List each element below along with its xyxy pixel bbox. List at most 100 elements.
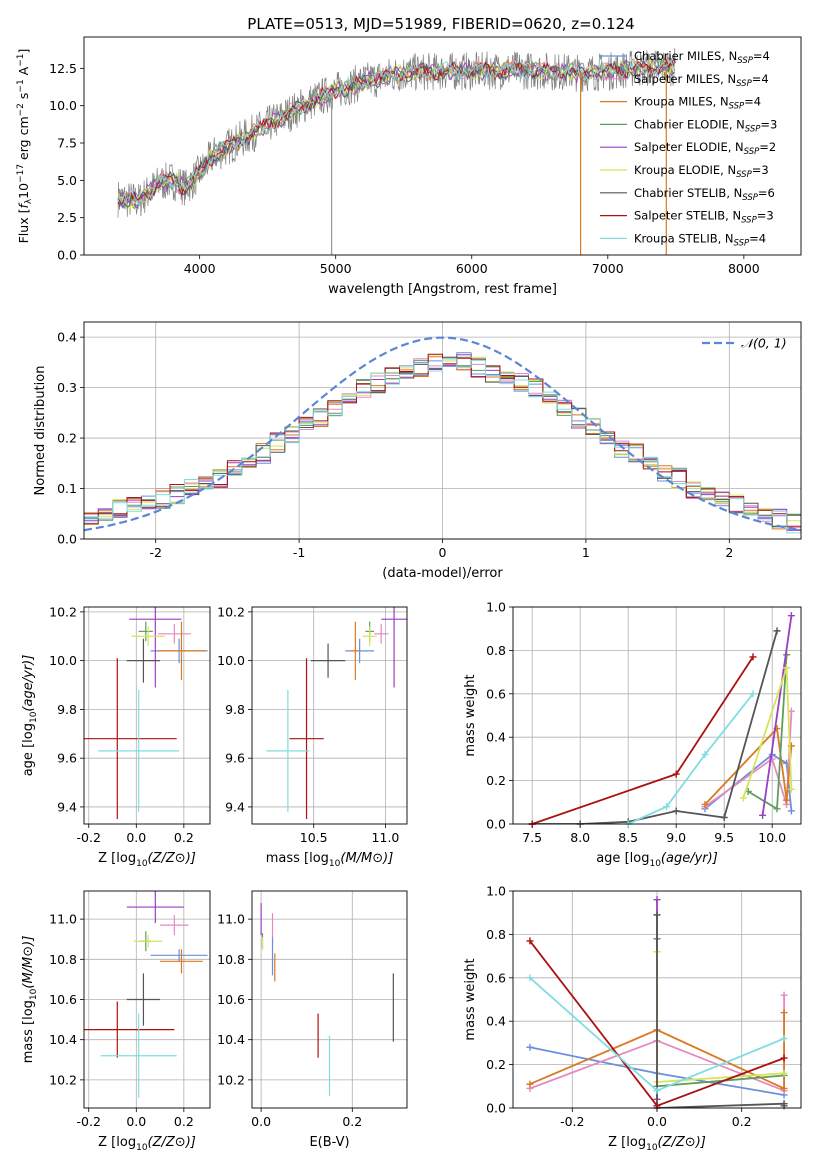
y-tick-label: 9.4 bbox=[57, 799, 77, 814]
x-tick-label: 9.5 bbox=[714, 830, 734, 845]
x-tick-label: 10.0 bbox=[758, 830, 786, 845]
y-tick-label: 10.0 bbox=[49, 98, 77, 113]
x-tick-label: 0.2 bbox=[732, 1114, 752, 1129]
y-axis-label: mass weight bbox=[463, 958, 478, 1040]
axes-frame bbox=[251, 890, 408, 1109]
y-label-part: −17 bbox=[16, 164, 26, 183]
legend-subscript: SSP bbox=[736, 79, 752, 89]
y-tick-label: 2.5 bbox=[57, 210, 77, 225]
y-label-part: ] bbox=[16, 49, 31, 54]
y-tick-label: 12.5 bbox=[49, 61, 77, 76]
y-tick-label: 10.6 bbox=[217, 992, 245, 1007]
panel-spectrum: 4000 5000 6000 7000 8000 0.0 2.5 5.0 7.5 10.0 12.5… bbox=[16, 36, 802, 297]
y-tick-label: 9.8 bbox=[225, 702, 245, 717]
series-chabrier-elodie-marker bbox=[773, 805, 781, 813]
series-salpeter-elodie-marker bbox=[653, 896, 661, 904]
y-label-part: A bbox=[16, 66, 31, 79]
series-kroupa-miles-marker bbox=[701, 800, 709, 808]
legend-count: =4 bbox=[744, 95, 761, 109]
legend-model: Kroupa ELODIE, N bbox=[634, 163, 736, 177]
legend-entry: Kroupa MILES, NSSP=4 bbox=[634, 95, 761, 112]
legend-model: Chabrier MILES, N bbox=[634, 49, 737, 63]
legend-count: =3 bbox=[757, 209, 774, 223]
y-tick-label: 10.8 bbox=[49, 952, 77, 967]
x-tick-label: -0.2 bbox=[77, 830, 101, 845]
x-tick-label: 0.2 bbox=[342, 1114, 362, 1129]
x-tick-label: 0.0 bbox=[126, 1114, 146, 1129]
legend-subscript: SSP bbox=[736, 170, 752, 180]
legend-model: Kroupa STELIB, N bbox=[634, 231, 734, 245]
x-tick-label: 4000 bbox=[184, 261, 216, 276]
series-kroupa-elodie-marker bbox=[780, 1069, 788, 1077]
y-tick-label: 5.0 bbox=[57, 173, 77, 188]
y-tick-label: 1.0 bbox=[486, 884, 506, 899]
y-tick-label: 10.4 bbox=[217, 1032, 245, 1047]
y-tick-label: 9.6 bbox=[57, 751, 77, 766]
y-tick-label: 0.4 bbox=[57, 330, 77, 345]
legend-count: =4 bbox=[749, 231, 766, 245]
series-kroupa-miles-marker bbox=[783, 796, 791, 804]
y-axis-label-sub: 10 bbox=[29, 711, 39, 723]
x-tick-label: 0 bbox=[439, 545, 447, 560]
y-tick-label: 9.4 bbox=[225, 799, 245, 814]
y-tick-label: 0.0 bbox=[57, 532, 77, 547]
x-tick-label: 2 bbox=[725, 545, 733, 560]
x-tick-label: 1 bbox=[582, 545, 590, 560]
panel-mass_vs_Z: -0.2 0.0 0.210.210.410.610.811.0Z [log10(Z… bbox=[21, 890, 211, 1153]
x-axis-label-text: Z [ bbox=[98, 851, 116, 866]
axes-frame bbox=[83, 321, 802, 540]
legend-count: =4 bbox=[753, 49, 770, 63]
series-kroupa-stelib-marker bbox=[653, 1087, 661, 1095]
legend-entry: Chabrier ELODIE, NSSP=3 bbox=[634, 117, 777, 134]
x-tick-label: 7000 bbox=[592, 261, 624, 276]
y-label-part: −2 bbox=[16, 103, 26, 116]
y-tick-label: 9.6 bbox=[225, 751, 245, 766]
y-tick-label: 0.0 bbox=[486, 817, 506, 832]
x-axis-label: Z [log10(Z/Z⊙)] bbox=[98, 851, 196, 869]
series-salpeter-elodie-marker bbox=[787, 612, 795, 620]
series-chabrier-stelib-marker bbox=[653, 911, 661, 919]
y-tick-label: 0.4 bbox=[486, 730, 506, 745]
x-axis-label-text: Z [ bbox=[608, 1135, 626, 1150]
y-tick-label: 0.0 bbox=[57, 248, 77, 263]
x-axis-label: age [log10(age/yr)] bbox=[596, 851, 718, 869]
y-tick-label: 7.5 bbox=[57, 136, 77, 151]
series-kroupa-miles-line bbox=[529, 1012, 785, 1090]
x-tick-label: 8.0 bbox=[570, 830, 590, 845]
x-tick-label: 6000 bbox=[456, 261, 488, 276]
y-tick-label: 0.1 bbox=[57, 481, 77, 496]
legend-count: =3 bbox=[760, 117, 777, 131]
y-axis-label: age [log10(age/yr)] bbox=[21, 655, 39, 777]
y-tick-label: 10.4 bbox=[49, 1032, 77, 1047]
axes-frame bbox=[512, 890, 802, 1109]
x-tick-label: 0.2 bbox=[174, 1114, 194, 1129]
series-kroupa-elodie-marker bbox=[739, 794, 747, 802]
x-axis-label: Z [log10(Z/Z⊙)] bbox=[98, 1135, 196, 1153]
y-label-part: s bbox=[16, 93, 31, 104]
legend-count: =6 bbox=[758, 186, 775, 200]
series-chabrier-miles-marker bbox=[787, 807, 795, 815]
series-salpeter-stelib-marker bbox=[780, 1054, 788, 1062]
series-kroupa-miles-line bbox=[704, 726, 793, 806]
series-salpeter-stelib-line bbox=[531, 656, 754, 824]
x-axis-label-log: log bbox=[626, 1135, 646, 1150]
series-kroupa-elodie-line bbox=[656, 951, 785, 1083]
x-tick-label: 5000 bbox=[320, 261, 352, 276]
x-axis-label-expr: (Z/Z⊙)] bbox=[148, 1135, 196, 1150]
y-tick-label: 0.4 bbox=[486, 1014, 506, 1029]
x-axis-label: E(B-V) bbox=[309, 1135, 349, 1150]
x-axis-label-sub: 10 bbox=[646, 1143, 658, 1153]
y-label-part: −1 bbox=[16, 53, 26, 66]
y-axis-label: mass weight bbox=[463, 674, 478, 756]
y-tick-label: 10.2 bbox=[49, 604, 77, 619]
series-kroupa-stelib-marker bbox=[780, 1035, 788, 1043]
y-axis-label-log: log bbox=[21, 723, 36, 743]
legend-entry: Salpeter STELIB, NSSP=3 bbox=[634, 209, 774, 226]
series-kroupa-miles-marker bbox=[526, 1080, 534, 1088]
series-kroupa-stelib-marker bbox=[526, 974, 534, 982]
x-axis-label-sub: 10 bbox=[329, 859, 341, 869]
x-axis-label: mass [log10(M/M⊙)] bbox=[266, 851, 394, 869]
series-salpeter-elodie-line bbox=[761, 615, 793, 816]
series-chabrier-stelib-marker bbox=[773, 627, 781, 635]
x-tick-label: 10.5 bbox=[300, 830, 328, 845]
